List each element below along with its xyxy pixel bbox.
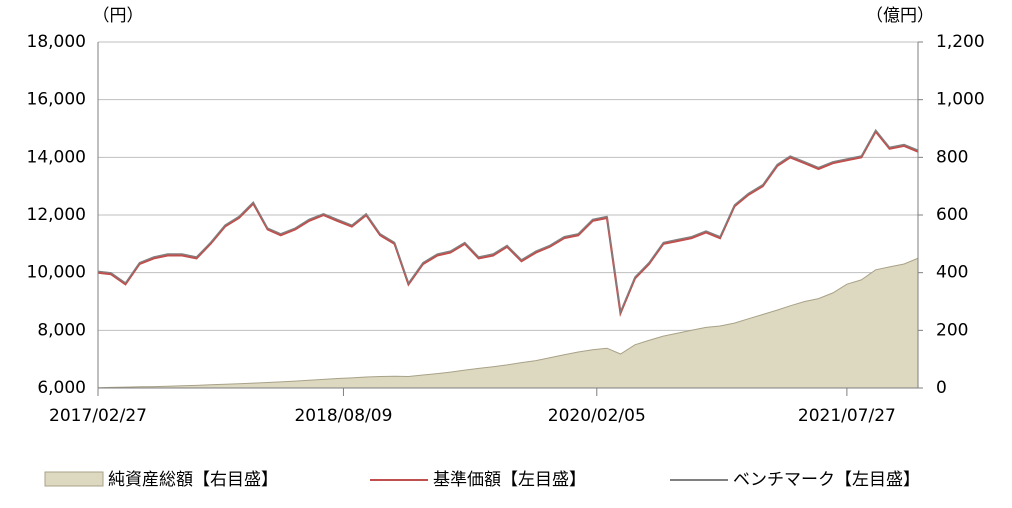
y2-axis-unit: （億円） [866, 6, 934, 26]
x-tick-label: 2017/02/27 [49, 406, 147, 426]
x-tick-label: 2021/07/27 [798, 406, 896, 426]
y2-tick-label: 1,000 [936, 90, 985, 110]
y2-tick-label: 600 [936, 205, 968, 225]
y-tick-label: 16,000 [27, 90, 86, 110]
y2-tick-label: 0 [936, 378, 947, 398]
x-tick-label: 2018/08/09 [294, 406, 392, 426]
legend-label: 純資産総額【右目盛】 [108, 470, 278, 490]
y-tick-label: 8,000 [37, 320, 86, 340]
legend-label: ベンチマーク【左目盛】 [733, 470, 920, 490]
x-tick-label: 2020/02/05 [548, 406, 646, 426]
y-axis-unit: （円） [93, 6, 144, 26]
y-tick-label: 12,000 [27, 205, 86, 225]
y-tick-label: 14,000 [27, 147, 86, 167]
y-tick-label: 18,000 [27, 32, 86, 52]
legend-label: 基準価額【左目盛】 [433, 470, 586, 490]
legend: 純資産総額【右目盛】 基準価額【左目盛】 ベンチマーク【左目盛】 [44, 470, 920, 490]
area [97, 257, 919, 389]
y2-tick-label: 200 [936, 320, 968, 340]
series-line [97, 128, 919, 314]
y2-tick-label: 1,200 [936, 32, 985, 52]
series-line [97, 129, 919, 318]
y-tick-label: 10,000 [27, 263, 86, 283]
legend-swatch [44, 471, 104, 487]
y2-tick-label: 400 [936, 263, 968, 283]
y-tick-label: 6,000 [37, 378, 86, 398]
y2-tick-label: 800 [936, 147, 968, 167]
